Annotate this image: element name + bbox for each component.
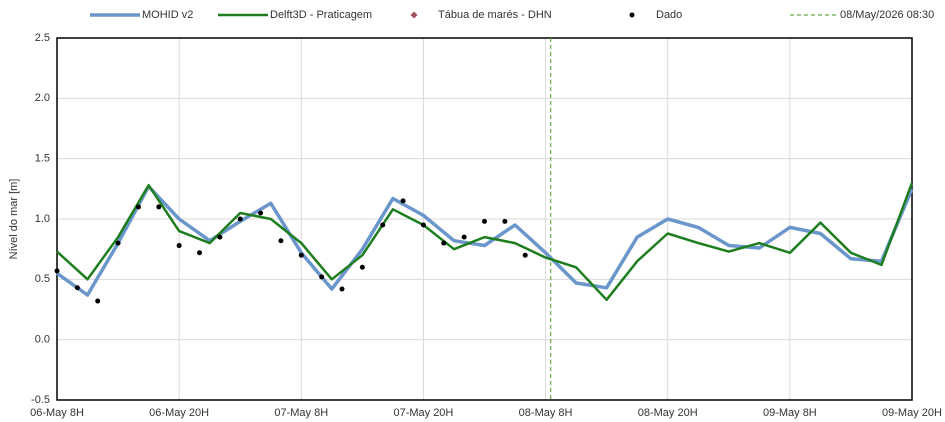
y-tick-label: -0.5: [31, 394, 50, 406]
data-point: [258, 210, 264, 216]
x-tick-label: 09-May 20H: [882, 407, 942, 419]
data-point: [461, 234, 467, 240]
data-point: [441, 240, 447, 246]
y-tick-label: 1.5: [35, 153, 50, 165]
legend-label: Dado: [656, 9, 682, 21]
legend-label: MOHID v2: [142, 9, 193, 21]
x-tick-label: 07-May 20H: [393, 407, 453, 419]
legend-label: Delft3D - Praticagem: [270, 9, 372, 21]
data-point: [420, 222, 426, 228]
x-tick-label: 09-May 8H: [763, 407, 817, 419]
data-point: [278, 238, 284, 244]
x-tick-label: 08-May 8H: [519, 407, 573, 419]
y-tick-label: 1.0: [35, 213, 50, 225]
data-point: [237, 216, 243, 222]
data-point: [380, 222, 386, 228]
data-point: [319, 274, 325, 280]
legend-swatch: [629, 12, 635, 18]
series-line: [56, 182, 914, 302]
data-point: [400, 198, 406, 204]
y-axis-label: Nível do mar [m]: [8, 179, 20, 260]
y-tick-label: 0.5: [35, 273, 50, 285]
data-point: [339, 286, 345, 292]
y-tick-label: 2.0: [35, 92, 50, 104]
data-point: [54, 268, 60, 274]
legend-label: Tábua de marés - DHN: [438, 9, 552, 21]
y-tick-label: 0.0: [35, 334, 50, 346]
legend-label: 08/May/2026 08:30: [840, 9, 934, 21]
data-point: [197, 250, 202, 256]
x-tick-label: 06-May 8H: [30, 407, 84, 419]
data-point: [522, 252, 528, 258]
data-point: [482, 218, 487, 224]
data-point: [502, 218, 508, 224]
x-tick-label: 06-May 20H: [149, 407, 209, 419]
x-tick-label: 07-May 8H: [274, 407, 328, 419]
series-line: [55, 184, 914, 297]
legend-swatch: [410, 11, 418, 19]
data-point: [95, 298, 101, 304]
data-point: [359, 264, 365, 270]
x-tick-label: 08-May 20H: [638, 407, 698, 419]
data-point: [74, 285, 80, 291]
data-point: [176, 243, 182, 249]
data-point: [298, 252, 304, 258]
data-point: [217, 234, 223, 240]
data-point: [135, 204, 141, 210]
plot-frame: [56, 37, 913, 401]
y-tick-label: 2.5: [35, 32, 50, 44]
data-point: [115, 240, 121, 246]
data-point: [156, 204, 162, 210]
